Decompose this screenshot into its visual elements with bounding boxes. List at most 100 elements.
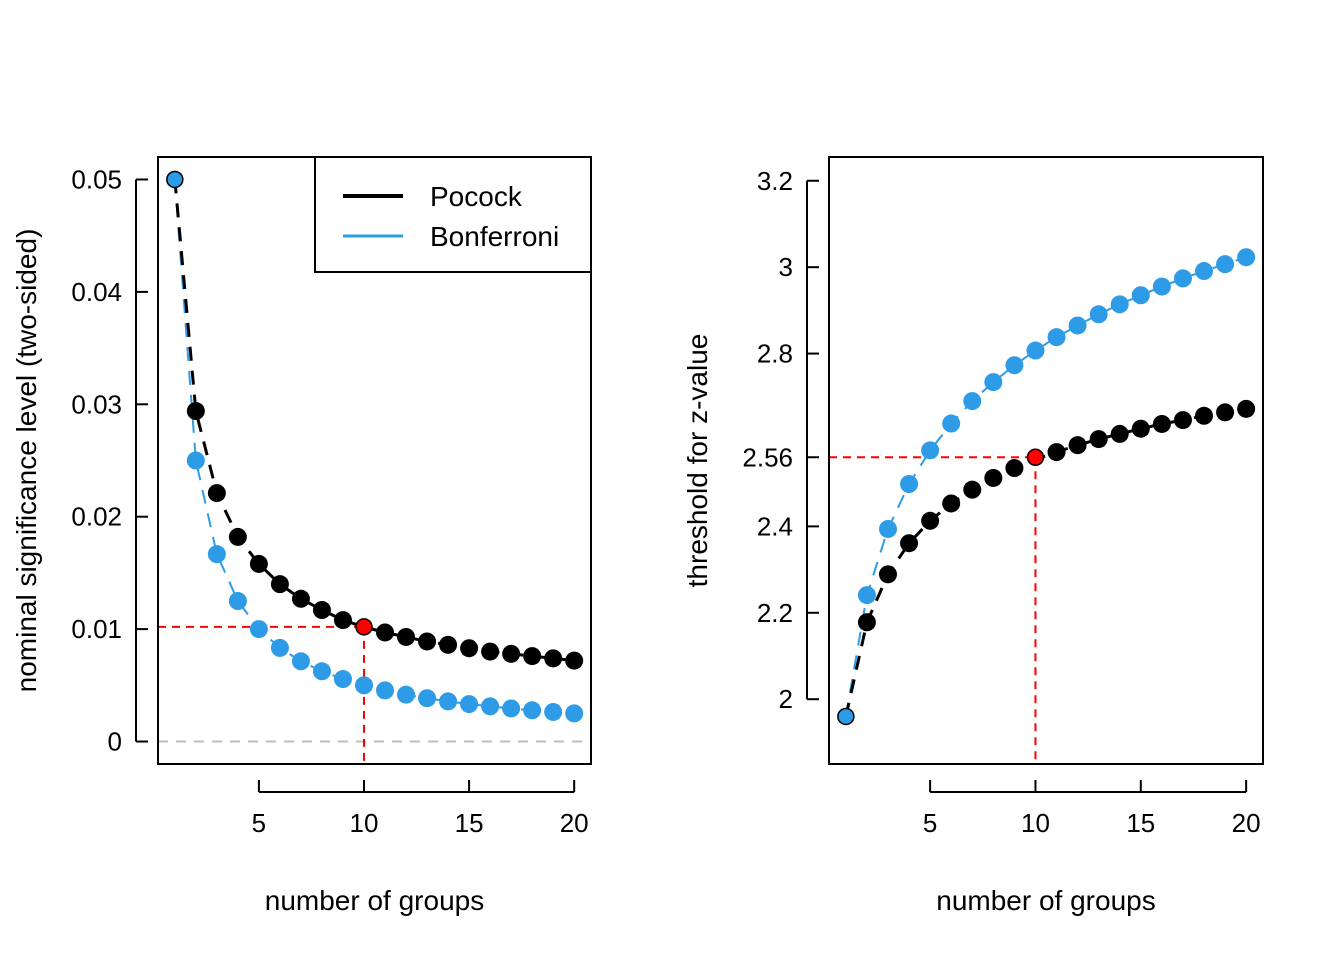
pocock-point bbox=[1131, 419, 1150, 438]
legend-box bbox=[314, 156, 592, 273]
pocock-point bbox=[878, 565, 897, 584]
bonferroni-point bbox=[1047, 328, 1066, 347]
pocock-point bbox=[376, 623, 395, 642]
bonferroni-point bbox=[1216, 255, 1235, 274]
bonferroni-point bbox=[1068, 316, 1087, 335]
pocock-point bbox=[963, 480, 982, 499]
pocock-point bbox=[186, 402, 205, 421]
y-tick-label: 2.2 bbox=[757, 598, 793, 628]
bonferroni-point bbox=[900, 475, 919, 494]
bonferroni-point bbox=[1195, 262, 1214, 281]
pocock-point bbox=[1216, 403, 1235, 422]
pocock-point bbox=[857, 613, 876, 632]
bonferroni-point bbox=[228, 592, 247, 611]
bonferroni-point bbox=[270, 638, 289, 657]
bonferroni-point bbox=[1110, 295, 1129, 314]
bonferroni-point bbox=[249, 620, 268, 639]
y-tick-label: 0.03 bbox=[71, 389, 122, 419]
pocock-point bbox=[333, 611, 352, 630]
pocock-point bbox=[1047, 443, 1066, 462]
legend-label: Bonferroni bbox=[430, 221, 559, 252]
bonferroni-point bbox=[857, 586, 876, 605]
legend: Pocock Bonferroni bbox=[314, 156, 592, 273]
x-tick-label: 15 bbox=[455, 808, 484, 838]
y-tick-label: 0.02 bbox=[71, 502, 122, 532]
bonferroni-point bbox=[460, 695, 479, 714]
pocock-point bbox=[249, 554, 268, 573]
bonferroni-point bbox=[439, 692, 458, 711]
panel-1: 5 10 15 20 0 0.01 0.02 0.03 0.04 0.05 number of gr… bbox=[11, 156, 592, 916]
x-axis-title: number of groups bbox=[936, 885, 1155, 916]
bonferroni-point bbox=[984, 373, 1003, 392]
bonferroni-point bbox=[942, 414, 961, 433]
pocock-point bbox=[984, 468, 1003, 487]
x-axis-title: number of groups bbox=[265, 885, 484, 916]
bonferroni-point bbox=[1131, 286, 1150, 305]
y-tick-label-highlight: 2.56 bbox=[742, 442, 793, 472]
bonferroni-point bbox=[565, 704, 584, 723]
start-point bbox=[166, 170, 184, 189]
bonferroni-point bbox=[502, 699, 521, 718]
pocock-point bbox=[565, 651, 584, 670]
pocock-point bbox=[1237, 399, 1256, 418]
bonferroni-point bbox=[921, 441, 940, 460]
y-tick-label: 3 bbox=[779, 252, 793, 282]
bonferroni-point bbox=[312, 662, 331, 681]
pocock-point bbox=[418, 632, 437, 651]
highlight-point bbox=[1026, 448, 1045, 467]
pocock-line bbox=[844, 407, 1247, 717]
y-tick-label: 2.8 bbox=[757, 339, 793, 369]
bonferroni-point bbox=[1173, 269, 1192, 288]
bonferroni-point bbox=[1026, 341, 1045, 360]
x-tick-label: 20 bbox=[560, 808, 589, 838]
bonferroni-point bbox=[376, 681, 395, 700]
bonferroni-point bbox=[878, 519, 897, 538]
bonferroni-point bbox=[1089, 305, 1108, 324]
bonferroni-point bbox=[1152, 277, 1171, 296]
y-axis-title: threshold for z-value bbox=[682, 334, 713, 588]
x-tick-label: 5 bbox=[252, 808, 266, 838]
bonferroni-point bbox=[207, 545, 226, 564]
pocock-point bbox=[270, 575, 289, 594]
y-tick-label: 0.04 bbox=[71, 277, 122, 307]
x-tick-label: 10 bbox=[350, 808, 379, 838]
bonferroni-point bbox=[523, 701, 542, 720]
pocock-point bbox=[921, 511, 940, 530]
pocock-point bbox=[942, 494, 961, 513]
pocock-point bbox=[1195, 406, 1214, 425]
pocock-point bbox=[1152, 414, 1171, 433]
pocock-point bbox=[1068, 436, 1087, 455]
pocock-point bbox=[228, 527, 247, 546]
bonferroni-point bbox=[1237, 248, 1256, 267]
pocock-point bbox=[312, 601, 331, 620]
x-tick-label: 15 bbox=[1126, 808, 1155, 838]
bonferroni-point bbox=[481, 697, 500, 716]
pocock-point bbox=[207, 484, 226, 503]
y-tick-label: 0 bbox=[108, 727, 122, 757]
bonferroni-point bbox=[291, 652, 310, 671]
pocock-point bbox=[1110, 424, 1129, 443]
pocock-point bbox=[1005, 459, 1024, 478]
y-tick-label: 2 bbox=[779, 684, 793, 714]
pocock-point bbox=[502, 644, 521, 663]
bonferroni-point bbox=[354, 676, 373, 695]
pocock-point bbox=[1089, 430, 1108, 449]
x-tick-label: 5 bbox=[923, 808, 937, 838]
pocock-point bbox=[291, 589, 310, 608]
pocock-point bbox=[544, 649, 563, 668]
y-tick-label: 0.01 bbox=[71, 614, 122, 644]
bonferroni-point bbox=[963, 392, 982, 411]
pocock-point bbox=[900, 534, 919, 553]
x-tick-label: 20 bbox=[1232, 808, 1261, 838]
start-point bbox=[837, 707, 855, 726]
x-tick-label: 10 bbox=[1021, 808, 1050, 838]
pocock-point bbox=[397, 627, 416, 646]
bonferroni-point bbox=[333, 670, 352, 689]
pocock-point bbox=[523, 647, 542, 666]
y-axis-title: nominal significance level (two-sided) bbox=[11, 229, 42, 693]
bonferroni-point bbox=[186, 451, 205, 470]
pocock-point bbox=[1173, 411, 1192, 430]
bonferroni-point bbox=[1005, 356, 1024, 375]
pocock-point bbox=[481, 642, 500, 661]
